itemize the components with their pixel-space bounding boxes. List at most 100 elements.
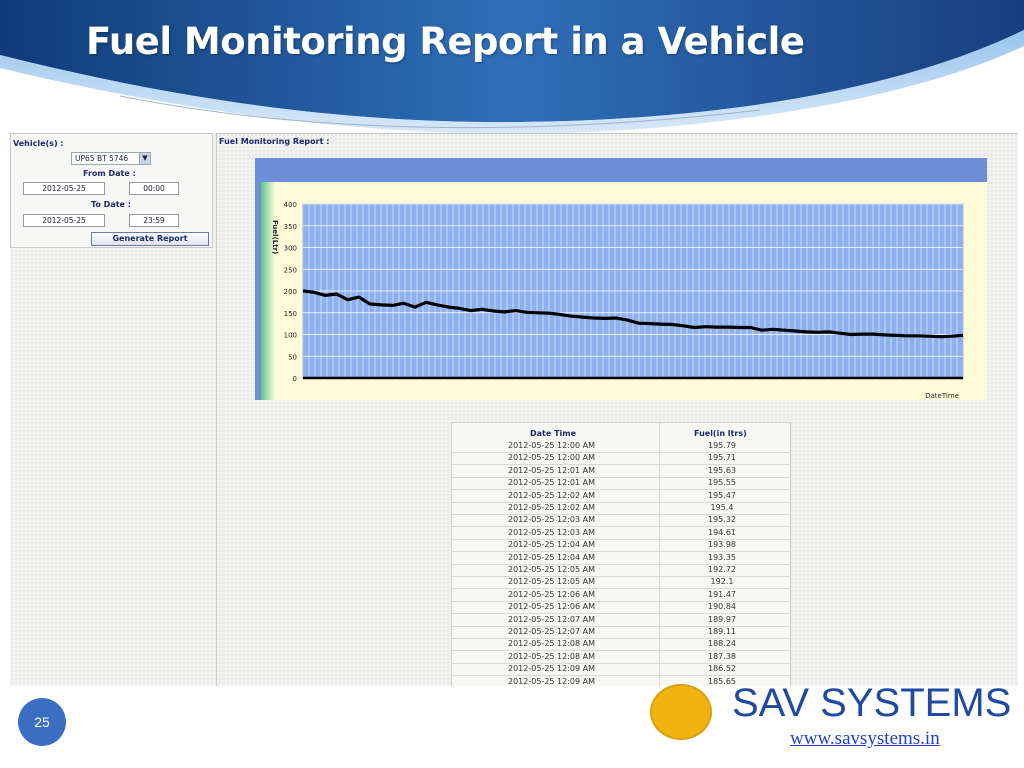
table-row: 2012-05-25 12:02 AM 195.4 bbox=[452, 503, 790, 515]
table-row: 2012-05-25 12:04 AM 193.98 bbox=[452, 540, 790, 553]
table-row: 2012-05-25 12:07 AM 189.97 bbox=[452, 615, 790, 627]
y-tick-label: 100 bbox=[284, 332, 297, 340]
table-row: 2012-05-25 12:09 AM 185.65 bbox=[452, 677, 790, 686]
table-row: 2012-05-25 12:08 AM 188.24 bbox=[452, 639, 790, 652]
cell-datetime: 2012-05-25 12:04 AM bbox=[508, 552, 596, 562]
app-screenshot: Vehicle(s) : UP65 BT 5746 ▼ From Date : … bbox=[10, 133, 1018, 686]
vehicle-select-value: UP65 BT 5746 bbox=[75, 154, 129, 163]
cell-datetime: 2012-05-25 12:04 AM bbox=[508, 540, 596, 550]
column-header-fuel: Fuel(in ltrs) bbox=[694, 429, 747, 438]
cell-datetime: 2012-05-25 12:02 AM bbox=[508, 503, 596, 512]
report-panel: Fuel Monitoring Report : 400 350 300 250 200… bbox=[216, 133, 1018, 686]
cell-datetime: 2012-05-25 12:06 AM bbox=[508, 602, 596, 612]
report-title: Fuel Monitoring Report : bbox=[219, 137, 330, 146]
y-tick-label: 150 bbox=[284, 310, 297, 318]
cell-fuel: 195.32 bbox=[708, 515, 736, 525]
table-row: 2012-05-25 12:01 AM 195.55 bbox=[452, 478, 790, 491]
cell-fuel: 195.4 bbox=[710, 503, 734, 512]
cell-fuel: 195.47 bbox=[708, 490, 736, 500]
brand-name: SAV SYSTEMS bbox=[732, 681, 1012, 725]
chevron-down-icon[interactable]: ▼ bbox=[139, 153, 150, 164]
fuel-series-line bbox=[302, 289, 964, 339]
brand-url-link[interactable]: www.savsystems.in bbox=[790, 728, 940, 749]
table-row: 2012-05-25 12:00 AM 195.71 bbox=[452, 453, 790, 466]
from-time-input[interactable]: 00:00 bbox=[129, 182, 179, 195]
vehicle-label: Vehicle(s) : bbox=[13, 139, 64, 148]
cell-datetime: 2012-05-25 12:03 AM bbox=[508, 515, 596, 525]
table-row: 2012-05-25 12:06 AM 190.84 bbox=[452, 602, 790, 615]
cell-fuel: 186.52 bbox=[708, 664, 736, 674]
cell-fuel: 193.35 bbox=[708, 552, 736, 562]
cell-datetime: 2012-05-25 12:03 AM bbox=[508, 527, 596, 537]
cell-fuel: 192.1 bbox=[710, 577, 734, 587]
table-row: 2012-05-25 12:08 AM 187.38 bbox=[452, 652, 790, 664]
to-date-input[interactable]: 2012-05-25 bbox=[23, 214, 105, 227]
from-date-input[interactable]: 2012-05-25 bbox=[23, 182, 105, 195]
header-background bbox=[0, 0, 1024, 134]
y-tick-label: 400 bbox=[284, 201, 297, 209]
y-tick-label: 0 bbox=[293, 375, 297, 383]
cell-fuel: 187.38 bbox=[708, 651, 736, 661]
logo-circle-icon bbox=[650, 684, 712, 740]
generate-report-button[interactable]: Generate Report bbox=[91, 232, 209, 246]
cell-datetime: 2012-05-25 12:05 AM bbox=[508, 565, 596, 574]
x-axis-label: DateTime bbox=[925, 392, 959, 400]
cell-fuel: 195.55 bbox=[708, 478, 736, 488]
cell-fuel: 191.47 bbox=[708, 589, 736, 599]
cell-datetime: 2012-05-25 12:06 AM bbox=[508, 589, 596, 599]
cell-datetime: 2012-05-25 12:07 AM bbox=[508, 627, 596, 636]
y-tick-label: 250 bbox=[284, 266, 297, 274]
vehicle-select[interactable]: UP65 BT 5746 ▼ bbox=[71, 152, 151, 165]
table-row: 2012-05-25 12:01 AM 195.63 bbox=[452, 466, 790, 478]
column-divider bbox=[659, 423, 660, 686]
y-tick-label: 300 bbox=[284, 245, 297, 253]
table-row: 2012-05-25 12:04 AM 193.35 bbox=[452, 553, 790, 565]
cell-datetime: 2012-05-25 12:08 AM bbox=[508, 651, 596, 661]
cell-datetime: 2012-05-25 12:05 AM bbox=[508, 577, 596, 587]
cell-datetime: 2012-05-25 12:02 AM bbox=[508, 490, 596, 500]
table-row: 2012-05-25 12:05 AM 192.1 bbox=[452, 577, 790, 590]
y-tick-label: 350 bbox=[284, 223, 297, 231]
to-time-input[interactable]: 23:59 bbox=[129, 214, 179, 227]
table-row: 2012-05-25 12:07 AM 189.11 bbox=[452, 627, 790, 639]
chart-area: 400 350 300 250 200 150 100 50 0 Fuel(Ltr) DateTim… bbox=[261, 182, 987, 400]
cell-datetime: 2012-05-25 12:00 AM bbox=[508, 453, 596, 463]
cell-fuel: 185.65 bbox=[708, 676, 736, 686]
cell-datetime: 2012-05-25 12:09 AM bbox=[508, 664, 596, 674]
cell-fuel: 195.71 bbox=[708, 453, 736, 463]
fuel-chart: 400 350 300 250 200 150 100 50 0 Fuel(Ltr) DateTim… bbox=[271, 201, 964, 400]
filter-panel: Vehicle(s) : UP65 BT 5746 ▼ From Date : … bbox=[10, 133, 213, 248]
to-date-label: To Date : bbox=[91, 200, 131, 209]
cell-fuel: 193.98 bbox=[708, 540, 736, 550]
y-tick-label: 50 bbox=[288, 353, 297, 361]
cell-datetime: 2012-05-25 12:01 AM bbox=[508, 478, 596, 488]
table-row: 2012-05-25 12:03 AM 195.32 bbox=[452, 515, 790, 528]
cell-datetime: 2012-05-25 12:08 AM bbox=[508, 639, 596, 649]
cell-fuel: 190.84 bbox=[708, 602, 736, 612]
table-row: 2012-05-25 12:03 AM 194.61 bbox=[452, 528, 790, 540]
table-row: 2012-05-25 12:02 AM 195.47 bbox=[452, 491, 790, 503]
column-header-datetime: Date Time bbox=[530, 429, 577, 438]
cell-fuel: 192.72 bbox=[708, 565, 736, 574]
y-axis-label: Fuel(Ltr) bbox=[271, 220, 279, 254]
table-row: 2012-05-25 12:06 AM 191.47 bbox=[452, 590, 790, 602]
cell-fuel: 188.24 bbox=[708, 639, 736, 649]
cell-fuel: 195.63 bbox=[708, 465, 736, 475]
y-tick-label: 200 bbox=[284, 288, 297, 296]
cell-datetime: 2012-05-25 12:01 AM bbox=[508, 465, 596, 475]
page-number-badge: 25 bbox=[18, 698, 66, 746]
cell-fuel: 189.11 bbox=[708, 627, 736, 636]
chart-frame: 400 350 300 250 200 150 100 50 0 Fuel(Ltr) DateTim… bbox=[255, 158, 987, 400]
cell-datetime: 2012-05-25 12:09 AM bbox=[508, 676, 596, 686]
table-row: 2012-05-25 12:05 AM 192.72 bbox=[452, 565, 790, 577]
cell-datetime: 2012-05-25 12:00 AM bbox=[508, 441, 596, 450]
cell-fuel: 194.61 bbox=[708, 527, 736, 537]
cell-datetime: 2012-05-25 12:07 AM bbox=[508, 614, 596, 624]
table-row: 2012-05-25 12:00 AM 195.79 bbox=[452, 441, 790, 453]
cell-fuel: 195.79 bbox=[708, 441, 736, 450]
from-date-label: From Date : bbox=[83, 169, 136, 178]
slide-title: Fuel Monitoring Report in a Vehicle bbox=[86, 20, 805, 63]
table-row: 2012-05-25 12:09 AM 186.52 bbox=[452, 664, 790, 677]
cell-fuel: 189.97 bbox=[708, 614, 736, 624]
fuel-data-table: Date Time Fuel(in ltrs) 2012-05-25 12:00… bbox=[451, 422, 791, 686]
